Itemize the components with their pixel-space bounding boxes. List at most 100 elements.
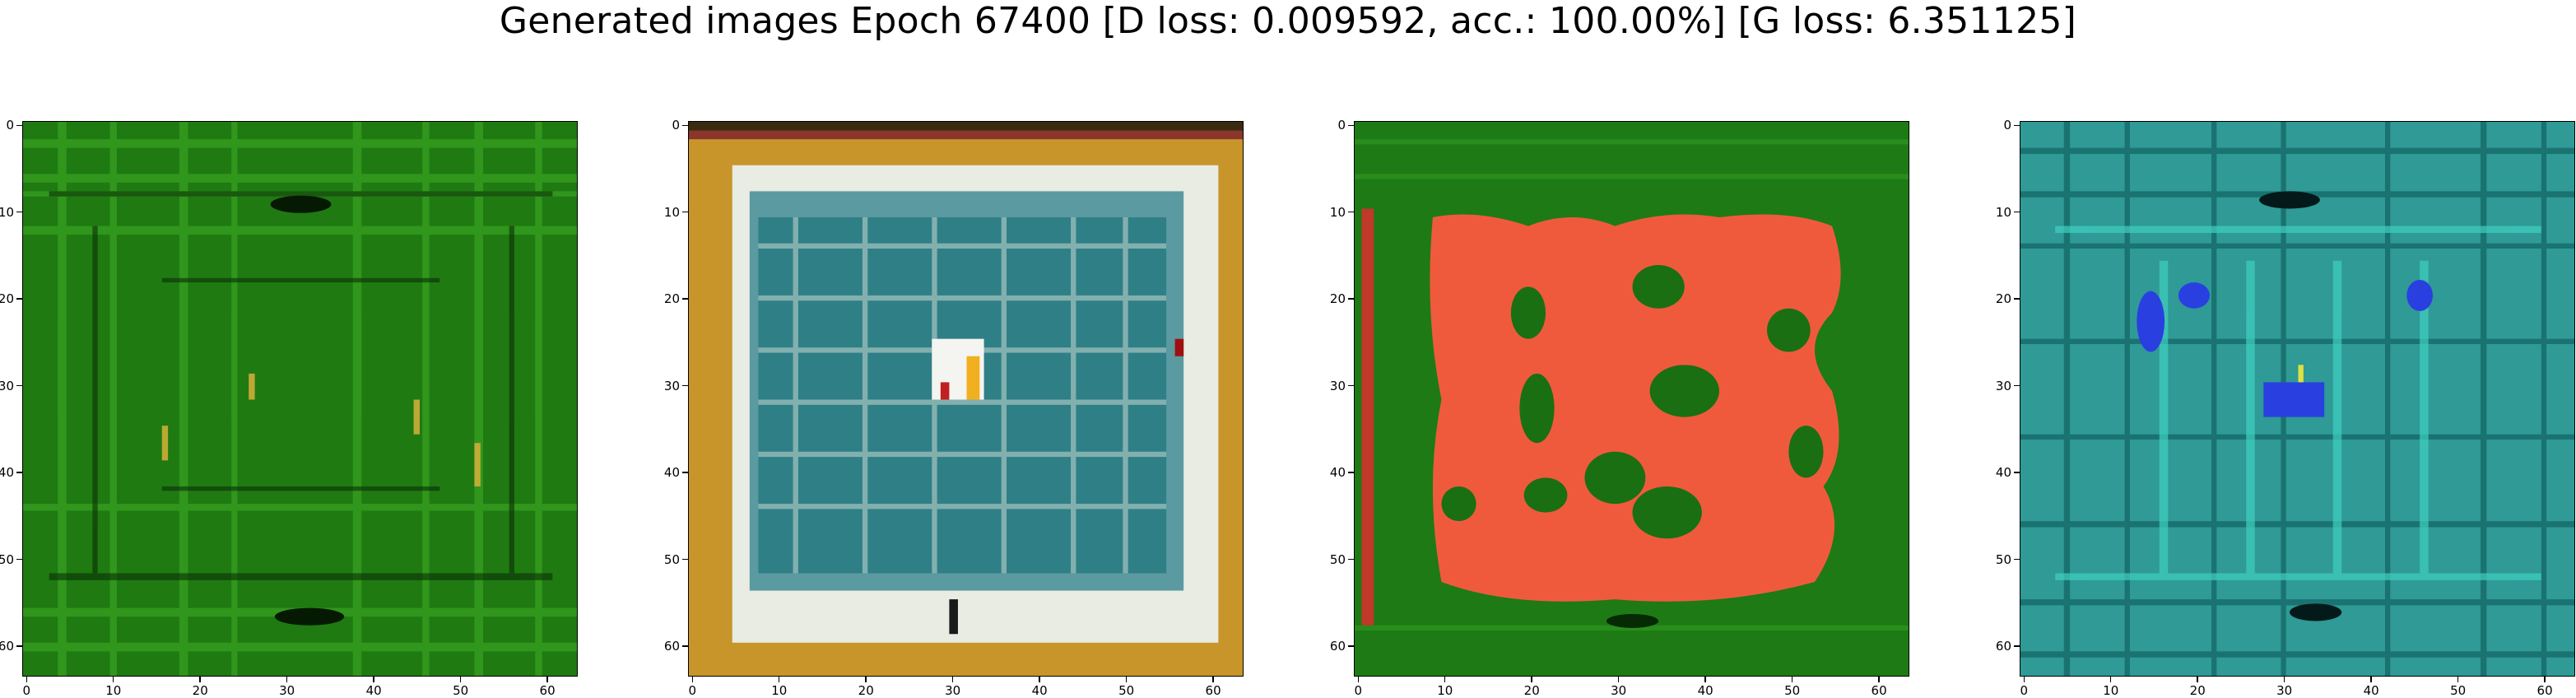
x-tick-label: 40 (365, 683, 382, 698)
x-tick-label: 20 (1523, 683, 1540, 698)
x-tick-mark (2109, 677, 2112, 682)
y-tick-label: 20 (1329, 291, 1346, 307)
y-tick-label: 40 (1329, 465, 1346, 481)
y-tick-label: 0 (1337, 118, 1346, 133)
x-tick-label: 10 (2103, 683, 2119, 698)
y-tick-label: 60 (0, 639, 14, 654)
y-tick-label: 30 (0, 378, 14, 393)
x-tick-mark (2457, 677, 2459, 682)
y-tick-label: 0 (2003, 118, 2011, 133)
x-tick-mark (1617, 677, 1620, 682)
y-tick-mark (1348, 124, 1354, 127)
x-tick-label: 50 (1784, 683, 1801, 698)
x-tick-label: 30 (2276, 683, 2293, 698)
generated-image-2 (688, 121, 1244, 677)
y-tick-mark (16, 211, 22, 213)
y-tick-mark (16, 298, 22, 300)
image-panel-3: 0 10 20 30 40 50 60 0 10 20 30 40 50 60 (1330, 119, 1909, 697)
x-tick-label: 60 (1871, 683, 1887, 698)
x-tick-mark (546, 677, 548, 682)
y-tick-mark (2014, 124, 2020, 127)
y-tick-label: 10 (663, 204, 680, 220)
y-tick-mark (1348, 298, 1354, 300)
x-tick-mark (2283, 677, 2285, 682)
y-tick-mark (2014, 558, 2020, 561)
y-tick-mark (682, 558, 688, 561)
x-tick-mark (778, 677, 780, 682)
x-tick-label: 50 (1118, 683, 1135, 698)
y-tick-label: 20 (663, 291, 680, 307)
x-tick-label: 10 (771, 683, 788, 698)
x-tick-mark (2197, 677, 2198, 682)
y-tick-label: 50 (663, 551, 680, 567)
y-tick-label: 0 (6, 118, 14, 133)
x-tick-mark (1791, 677, 1793, 682)
y-tick-label: 10 (1995, 204, 2011, 220)
x-tick-label: 0 (2020, 683, 2029, 698)
y-tick-label: 40 (0, 465, 14, 481)
image-panel-1: 0 10 20 30 40 50 60 0 10 20 30 40 50 60 (0, 119, 578, 697)
x-tick-mark (2370, 677, 2372, 682)
x-tick-mark (865, 677, 867, 682)
x-tick-label: 40 (2363, 683, 2379, 698)
y-tick-mark (2014, 298, 2020, 300)
x-tick-mark (459, 677, 462, 682)
image-panel-2: 0 10 20 30 40 50 60 0 10 20 30 40 50 60 (664, 119, 1244, 697)
x-tick-label: 30 (1611, 683, 1627, 698)
y-tick-label: 60 (663, 639, 680, 654)
x-tick-mark (1125, 677, 1128, 682)
y-tick-label: 10 (0, 204, 14, 220)
y-tick-mark (1348, 211, 1354, 213)
y-tick-label: 10 (1329, 204, 1346, 220)
y-tick-label: 50 (1995, 551, 2011, 567)
y-tick-mark (1348, 472, 1354, 473)
y-tick-mark (16, 558, 22, 561)
x-tick-label: 10 (105, 683, 122, 698)
y-tick-mark (1348, 384, 1354, 387)
y-tick-mark (682, 384, 688, 387)
x-tick-label: 50 (453, 683, 469, 698)
x-tick-mark (691, 677, 694, 682)
x-tick-mark (1878, 677, 1880, 682)
y-tick-label: 50 (0, 551, 14, 567)
x-tick-label: 0 (1354, 683, 1363, 698)
y-tick-mark (682, 645, 688, 647)
x-tick-label: 40 (1697, 683, 1713, 698)
y-tick-label: 20 (0, 291, 14, 307)
y-tick-mark (682, 211, 688, 213)
y-tick-label: 20 (1995, 291, 2011, 307)
y-tick-label: 0 (672, 118, 680, 133)
x-tick-label: 60 (539, 683, 556, 698)
x-tick-mark (1444, 677, 1446, 682)
y-tick-mark (2014, 211, 2020, 213)
x-tick-mark (1039, 677, 1040, 682)
x-tick-mark (1357, 677, 1360, 682)
y-tick-mark (682, 472, 688, 473)
x-tick-label: 20 (2189, 683, 2206, 698)
generated-image-3 (1354, 121, 1909, 677)
y-tick-mark (1348, 645, 1354, 647)
x-tick-label: 0 (22, 683, 31, 698)
y-tick-label: 30 (1995, 378, 2011, 393)
y-tick-mark (16, 124, 22, 127)
figure-title: Generated images Epoch 67400 [D loss: 0.… (499, 0, 2077, 42)
x-tick-label: 20 (858, 683, 874, 698)
x-tick-mark (1531, 677, 1532, 682)
generated-image-4 (2020, 121, 2575, 677)
y-tick-mark (2014, 645, 2020, 647)
x-tick-mark (2544, 677, 2546, 682)
image-panel-4: 0 10 20 30 40 50 60 0 10 20 30 40 50 60 (1996, 119, 2575, 697)
x-tick-label: 60 (2536, 683, 2553, 698)
y-tick-label: 50 (1329, 551, 1346, 567)
y-tick-mark (682, 124, 688, 127)
y-tick-label: 40 (663, 465, 680, 481)
x-tick-label: 50 (2450, 683, 2467, 698)
y-tick-mark (16, 645, 22, 647)
x-tick-label: 30 (945, 683, 961, 698)
y-tick-mark (16, 472, 22, 473)
y-tick-mark (1348, 558, 1354, 561)
y-tick-label: 30 (1329, 378, 1346, 393)
x-tick-label: 60 (1205, 683, 1221, 698)
x-tick-label: 10 (1437, 683, 1453, 698)
y-tick-mark (16, 384, 22, 387)
